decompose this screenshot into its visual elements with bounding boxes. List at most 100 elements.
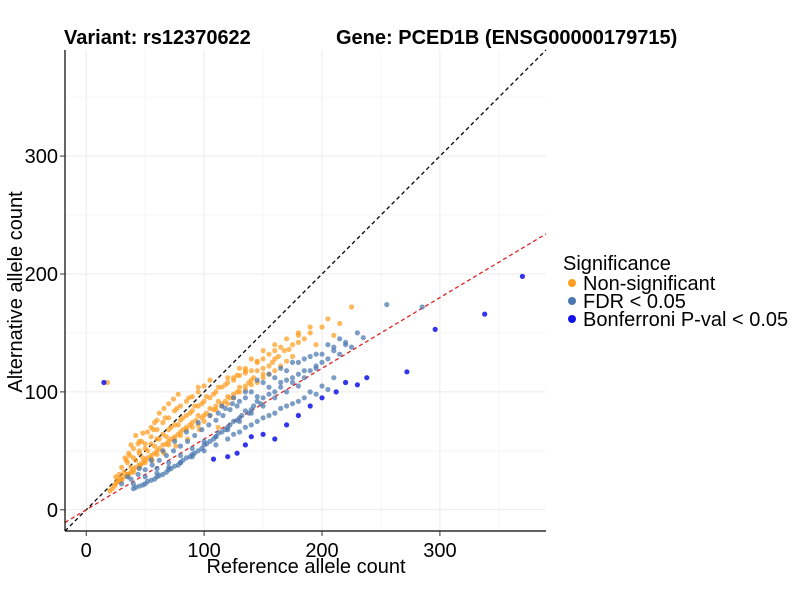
point-non-significant [163,434,169,440]
point-bonferroni-p-val-0-05 [248,434,254,440]
point-fdr-0-05 [156,457,162,463]
point-fdr-0-05 [142,467,148,473]
point-non-significant [210,391,217,397]
point-fdr-0-05 [166,460,172,466]
point-fdr-0-05 [192,432,198,439]
point-non-significant [144,448,151,454]
point-non-significant [175,391,181,397]
point-non-significant [201,383,207,389]
point-non-significant [307,324,313,330]
point-bonferroni-p-val-0-05 [364,375,370,381]
point-non-significant [111,483,118,489]
point-non-significant [301,336,307,342]
point-fdr-0-05 [149,462,155,468]
point-fdr-0-05 [254,398,260,404]
point-fdr-0-05 [170,448,177,454]
point-fdr-0-05 [260,415,266,421]
point-non-significant [313,342,319,348]
point-fdr-0-05 [266,384,272,390]
point-fdr-0-05 [325,386,331,393]
point-fdr-0-05 [313,351,319,357]
point-fdr-0-05 [295,371,301,377]
point-non-significant [348,304,355,310]
point-non-significant [242,368,248,374]
legend-label: FDR < 0.05 [583,291,686,313]
point-fdr-0-05 [289,359,296,365]
point-non-significant [160,442,166,448]
point-fdr-0-05 [284,403,290,409]
point-non-significant [160,419,166,426]
point-non-significant [119,464,125,470]
point-non-significant [154,451,160,457]
point-fdr-0-05 [331,375,337,381]
legend-swatch [568,279,576,287]
point-non-significant [162,415,168,421]
point-fdr-0-05 [172,438,178,444]
point-fdr-0-05 [301,375,307,381]
point-bonferroni-p-val-0-05 [519,273,526,279]
point-fdr-0-05 [319,351,325,357]
point-non-significant [136,450,142,456]
point-fdr-0-05 [384,302,390,308]
point-non-significant [254,368,260,374]
point-fdr-0-05 [213,417,219,423]
point-non-significant [156,436,162,442]
point-fdr-0-05 [128,476,134,482]
point-fdr-0-05 [313,363,319,369]
point-fdr-0-05 [295,359,301,365]
point-non-significant [195,384,201,390]
point-non-significant [289,353,296,360]
y-tick-label: 200 [25,264,58,286]
point-bonferroni-p-val-0-05 [432,326,438,332]
point-non-significant [254,358,260,364]
y-tick-label: 0 [47,500,58,522]
point-fdr-0-05 [231,395,237,401]
point-fdr-0-05 [119,481,125,487]
point-non-significant [272,348,278,354]
point-non-significant [173,443,179,449]
point-fdr-0-05 [284,389,290,395]
point-non-significant [148,434,154,440]
point-fdr-0-05 [236,398,243,404]
point-fdr-0-05 [248,410,254,416]
point-fdr-0-05 [260,379,266,386]
point-fdr-0-05 [272,410,278,416]
point-fdr-0-05 [220,412,226,419]
point-fdr-0-05 [227,407,233,413]
point-fdr-0-05 [419,304,425,310]
point-fdr-0-05 [222,405,228,411]
point-non-significant [269,359,276,365]
point-non-significant [199,401,205,407]
point-bonferroni-p-val-0-05 [343,379,349,386]
point-fdr-0-05 [130,486,136,492]
point-non-significant [260,375,266,381]
point-fdr-0-05 [177,443,184,449]
point-non-significant [152,443,158,449]
point-non-significant [225,401,231,407]
point-fdr-0-05 [215,410,221,416]
point-non-significant [168,424,174,430]
point-non-significant [248,356,254,362]
point-fdr-0-05 [254,394,260,400]
y-tick-label: 300 [25,146,58,168]
point-non-significant [248,368,254,374]
point-non-significant [272,368,278,374]
x-axis-title: Reference allele count [206,556,405,578]
point-non-significant [325,316,331,322]
point-non-significant [331,332,337,338]
point-non-significant [170,396,177,402]
point-non-significant [260,348,266,354]
legend-label: Non-significant [583,273,716,295]
point-non-significant [161,405,167,411]
point-fdr-0-05 [337,336,343,342]
point-non-significant [128,464,134,470]
point-fdr-0-05 [213,442,219,448]
point-non-significant [225,394,231,400]
point-fdr-0-05 [266,412,272,419]
point-non-significant [284,358,290,364]
point-fdr-0-05 [135,471,141,477]
point-fdr-0-05 [360,335,366,341]
point-non-significant [207,405,213,411]
point-fdr-0-05 [272,389,278,395]
point-non-significant [114,478,120,485]
